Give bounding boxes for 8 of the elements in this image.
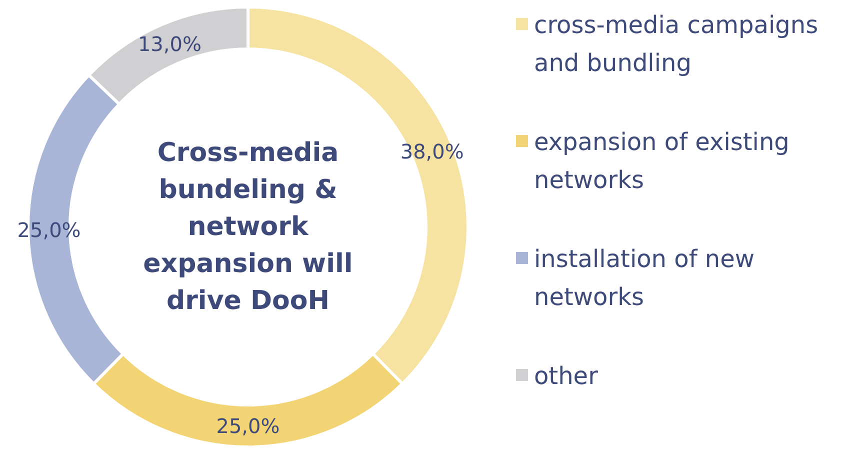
data-label: 25,0% xyxy=(216,414,280,438)
legend-label: cross-media campaigns and bundling xyxy=(534,11,818,77)
legend-label: expansion of existing networks xyxy=(534,128,790,194)
data-label: 13,0% xyxy=(138,32,202,56)
legend-label: other xyxy=(534,362,598,390)
data-label: 38,0% xyxy=(400,140,464,164)
text: Cross-media bundeling & network expansion will drive DooH xyxy=(143,138,353,316)
legend-label: installation of new networks xyxy=(534,245,755,311)
